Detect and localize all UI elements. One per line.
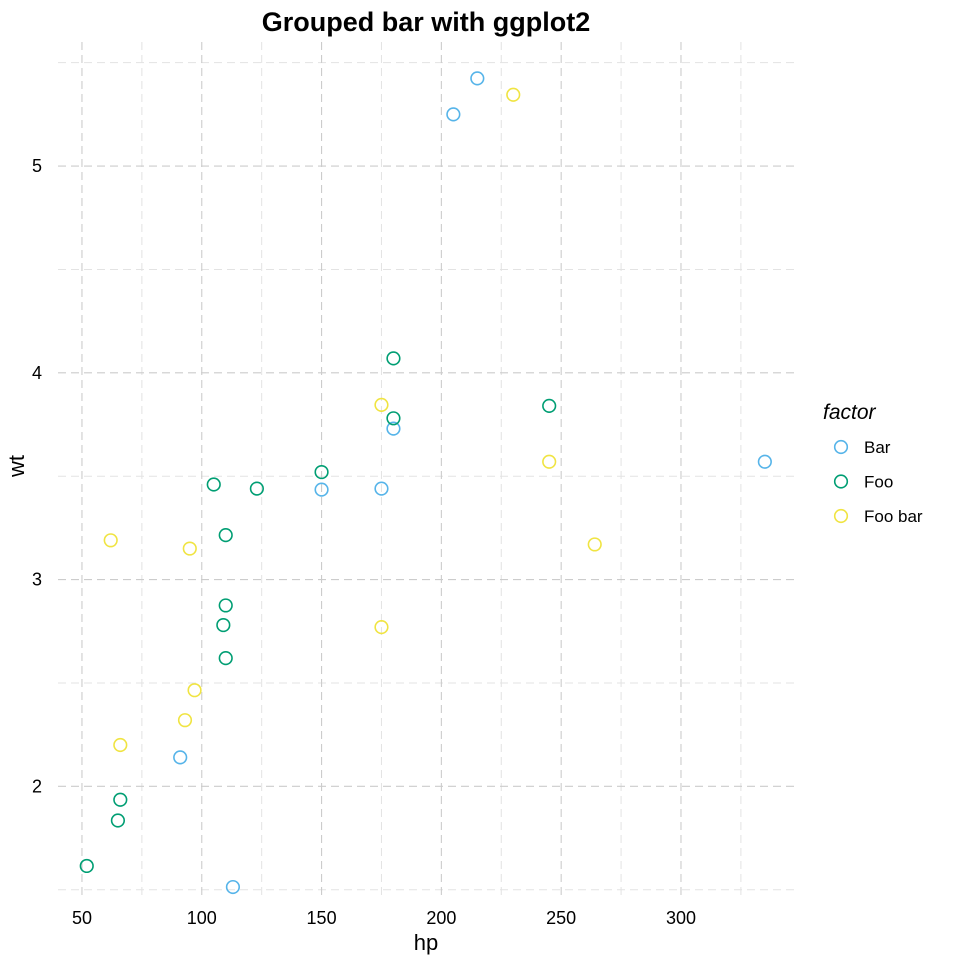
data-point-bar (757, 454, 772, 469)
data-point-foo (110, 813, 126, 828)
y-axis-ticks: 2 3 4 5 (32, 156, 42, 796)
legend-key-foo (833, 474, 849, 489)
data-points (79, 71, 772, 895)
legend-label-foo-bar: Foo bar (864, 507, 923, 526)
legend-label-foo: Foo (864, 473, 893, 492)
data-point-foo (79, 858, 94, 874)
data-point-foo-bar (542, 454, 557, 469)
data-point-foo-bar (182, 541, 197, 556)
data-point-foo-bar (177, 713, 193, 728)
data-point-bar (173, 750, 188, 765)
x-tick-label: 300 (666, 908, 696, 928)
data-point-bar (446, 107, 461, 122)
x-tick-label: 150 (307, 908, 337, 928)
data-point-foo (218, 528, 233, 543)
data-point-bar (314, 482, 329, 497)
data-point-foo-bar (587, 537, 602, 552)
data-point-foo (386, 411, 401, 426)
y-tick-label: 5 (32, 156, 42, 176)
grid-lines (58, 42, 796, 898)
x-tick-label: 100 (187, 908, 217, 928)
chart-title: Grouped bar with ggplot2 (262, 7, 590, 37)
data-point-bar (386, 421, 401, 436)
data-point-foo (113, 792, 128, 807)
data-point-bar (374, 481, 389, 496)
legend-key-foo-bar (833, 508, 849, 524)
data-point-foo-bar (374, 620, 389, 635)
data-point-foo-bar (506, 87, 521, 102)
data-point-foo (218, 651, 233, 666)
x-tick-label: 250 (546, 908, 576, 928)
data-point-foo (206, 477, 221, 492)
y-tick-label: 2 (32, 776, 42, 796)
data-point-foo (314, 464, 329, 480)
data-point-foo-bar (113, 737, 128, 753)
data-point-foo-bar (374, 397, 389, 412)
legend: factor Bar Foo Foo bar (823, 401, 923, 526)
data-point-foo (249, 481, 264, 496)
x-tick-label: 200 (426, 908, 456, 928)
data-point-bar (470, 71, 485, 86)
legend-title: factor (823, 401, 877, 424)
legend-label-bar: Bar (864, 438, 891, 457)
data-point-foo-bar (103, 533, 118, 548)
legend-key-bar (833, 439, 849, 455)
y-tick-label: 3 (32, 570, 42, 590)
data-point-foo-bar (187, 683, 202, 698)
x-axis-ticks: 50 100 150 200 250 300 (72, 908, 696, 928)
x-tick-label: 50 (72, 908, 92, 928)
data-point-bar (225, 879, 241, 895)
x-axis-title: hp (414, 930, 438, 955)
y-tick-label: 4 (32, 363, 42, 383)
data-point-foo (216, 617, 231, 633)
data-point-foo (542, 398, 557, 414)
data-point-foo (218, 598, 233, 613)
y-axis-title: wt (4, 455, 29, 478)
data-point-foo (386, 351, 401, 366)
